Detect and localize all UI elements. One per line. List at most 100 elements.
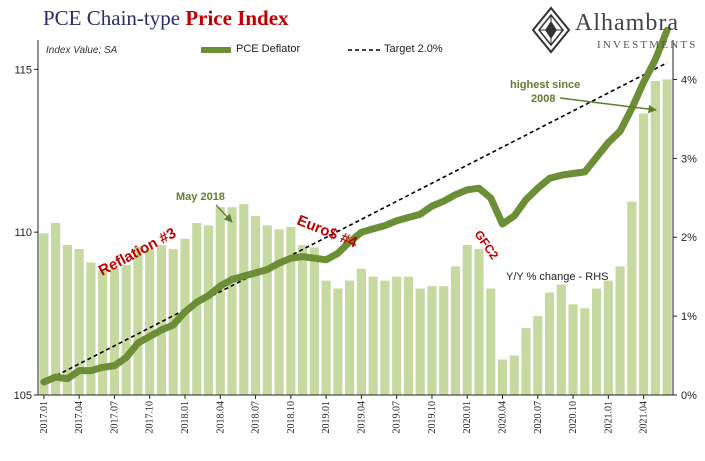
ticks-group: 105 110 115 0% 1% 2% 3% 4% 2017.01 2017.04 2017.07… (14, 64, 697, 433)
yoy-bar (121, 264, 131, 395)
x-tick-label: 2017.10 (145, 401, 156, 434)
right-tick-label: 3% (681, 153, 697, 165)
yoy-bar (227, 207, 237, 395)
yoy-bar (145, 249, 155, 395)
x-tick-label: 2019.07 (392, 401, 403, 434)
lines-group (40, 26, 671, 386)
yoy-bar (380, 280, 390, 395)
chart-title: PCE Chain-type Price Index (43, 6, 289, 31)
yoy-bar (345, 280, 355, 395)
left-tick-label: 110 (14, 227, 32, 239)
x-tick-label: 2019.10 (427, 401, 438, 434)
yoy-bar (39, 233, 49, 395)
yoy-bar (521, 327, 531, 395)
yoy-bar (615, 266, 625, 395)
yoy-bar (203, 225, 214, 395)
yoy-bar (474, 249, 484, 395)
right-tick-label: 4% (681, 74, 697, 86)
legend-target-swatch (348, 49, 380, 51)
logo-tagline: INVESTMENTS (597, 39, 698, 51)
yoy-bar (133, 246, 143, 395)
yoy-bar (556, 284, 566, 395)
yoy-bar (650, 81, 660, 396)
alhambra-logo: Alhambra INVESTMENTS (531, 6, 703, 56)
yoy-bar (262, 225, 272, 395)
right-tick-label: 2% (681, 232, 697, 244)
yoy-bar (497, 359, 508, 395)
chart-title-main: PCE Chain-type (43, 6, 181, 30)
x-tick-label: 2020.04 (497, 401, 508, 434)
yoy-bar (486, 288, 496, 395)
x-tick-label: 2020.10 (568, 401, 579, 434)
yoy-bar (250, 215, 261, 395)
x-tick-label: 2017.07 (109, 401, 120, 434)
yoy-bar (309, 247, 319, 395)
axes-group (37, 40, 674, 396)
annotation-highest-since: highest since (510, 79, 580, 91)
yoy-bar (627, 201, 637, 395)
annotation-may-2018: May 2018 (176, 191, 225, 203)
yoy-bar (427, 286, 437, 395)
yoy-bar (156, 245, 167, 395)
axis-subnote: Index Value; SA (46, 45, 118, 56)
yoy-bar (215, 207, 225, 395)
yoy-bar (51, 223, 61, 395)
yoy-bar (662, 79, 672, 395)
x-tick-label: 2018.04 (215, 401, 226, 434)
yoy-bar (403, 276, 414, 395)
yoy-bar (580, 308, 590, 395)
yoy-bar (239, 204, 249, 395)
yoy-bar (568, 304, 578, 395)
logo-name: Alhambra (575, 10, 679, 36)
x-tick-label: 2019.01 (321, 401, 332, 434)
legend-target-label: Target 2.0% (384, 43, 443, 55)
yoy-bar (415, 288, 425, 395)
yoy-bar (450, 266, 461, 395)
x-tick-label: 2021.04 (639, 401, 650, 434)
yoy-bars-group (39, 79, 672, 396)
yoy-bar (333, 288, 343, 395)
yoy-bar (321, 280, 331, 395)
right-tick-label: 1% (681, 311, 697, 323)
legend-deflator-label: PCE Deflator (236, 43, 301, 55)
x-tick-label: 2021.01 (603, 401, 614, 434)
yoy-bar (591, 288, 602, 395)
annotation-yoy-rhs: Y/Y % change - RHS (506, 271, 609, 283)
x-tick-label: 2018.10 (286, 401, 297, 434)
x-tick-label: 2018.01 (180, 401, 191, 434)
may-2018-arrow (215, 204, 233, 223)
yoy-bar (286, 226, 296, 395)
deflator-line (40, 26, 671, 386)
annotation-2008: 2008 (531, 93, 555, 105)
right-tick-label: 0% (681, 390, 697, 402)
x-tick-label: 2020.07 (533, 401, 544, 434)
highest-since-arrow (559, 97, 657, 114)
yoy-bar (544, 292, 555, 395)
x-tick-label: 2018.07 (251, 401, 262, 434)
yoy-bar (533, 316, 543, 395)
yoy-bar (86, 262, 96, 395)
left-tick-label: 115 (14, 64, 32, 76)
left-tick-label: 105 (14, 390, 32, 402)
yoy-bar (192, 223, 202, 395)
x-tick-label: 2019.04 (356, 401, 367, 434)
yoy-bar (392, 276, 402, 395)
yoy-bar (98, 270, 108, 395)
logo-emblem-icon (531, 6, 571, 54)
yoy-bar (439, 286, 449, 395)
yoy-bar (62, 245, 72, 395)
yoy-bar (462, 245, 472, 395)
yoy-bar (356, 268, 366, 395)
x-tick-label: 2017.04 (74, 401, 85, 434)
yoy-bar (109, 268, 120, 395)
x-tick-label: 2017.01 (39, 401, 50, 434)
yoy-bar (274, 229, 284, 395)
yoy-bar (74, 249, 84, 395)
legend-deflator-swatch (201, 47, 231, 53)
yoy-bar (368, 276, 378, 395)
x-tick-label: 2020.01 (462, 401, 473, 434)
yoy-bar (639, 113, 649, 395)
yoy-bar (509, 355, 519, 395)
